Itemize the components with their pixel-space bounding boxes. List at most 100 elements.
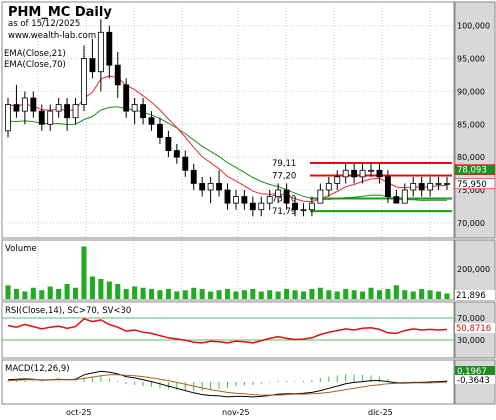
candle-body [89, 58, 96, 73]
volume-bar [5, 285, 11, 299]
price-tag: 75,950 [457, 180, 487, 190]
level-label: 77,20 [272, 172, 296, 182]
chart-title: PHM_MC Daily [8, 5, 112, 20]
candle-body [368, 169, 374, 172]
volume-bar [233, 291, 239, 299]
candle-body [334, 176, 341, 184]
candle-body [233, 196, 239, 204]
rsi-label: RSI(Close,14), SC>70, SV<30 [5, 306, 131, 316]
candle-body [21, 97, 28, 112]
volume-bar [368, 287, 374, 299]
level-label: 71,79 [272, 207, 296, 217]
candle-body [207, 183, 214, 191]
volume-bar [275, 291, 281, 299]
volume-bar [148, 289, 155, 299]
rsi-last-tag: 50,8716 [456, 324, 491, 334]
volume-bar [89, 276, 95, 299]
volume-bar [132, 286, 138, 299]
candle-body [258, 202, 265, 211]
volume-bar [393, 285, 399, 299]
candle-body [351, 169, 358, 178]
volume-tick: 200,000 [457, 265, 490, 274]
candle-body [55, 104, 62, 112]
volume-bar [73, 287, 79, 299]
candle-body [376, 169, 383, 178]
volume-bar [250, 289, 256, 299]
candle-body [435, 183, 442, 185]
price-tick: 95,000 [457, 55, 485, 64]
volume-bar [174, 291, 180, 299]
macd-signal-line [7, 374, 448, 396]
volume-bar [30, 287, 36, 299]
x-axis: oct-25 nov-25 dic-25 [66, 408, 393, 417]
candle-body [106, 31, 113, 66]
volume-bar [39, 290, 45, 299]
candle-body [123, 84, 130, 112]
volume-panel: Volume 200,000 21,896 [1, 239, 496, 301]
candle-body [199, 183, 206, 191]
price-tag-box [454, 164, 496, 175]
volume-bar [191, 287, 197, 299]
volume-bar [140, 287, 146, 299]
volume-bar [427, 290, 433, 299]
price-panel: 100,000 95,000 90,000 85,000 80,000 75,000 70,… [1, 1, 496, 239]
rsi-tick-70: 70,000 [457, 314, 485, 323]
rsi-panel: RSI(Close,14), SC>70, SV<30 70,000 30,00… [1, 301, 496, 359]
candle-body [317, 189, 324, 204]
volume-bar [47, 286, 53, 299]
x-label-dic: dic-25 [368, 408, 393, 417]
price-tick: 80,000 [457, 153, 485, 162]
ema-fast-label: EMA(Close,21) [4, 49, 66, 59]
candle-body [292, 202, 298, 211]
candle-body [47, 110, 54, 125]
level-label: 79,11 [272, 159, 296, 169]
candle-body [5, 104, 11, 132]
candle-body [64, 104, 71, 119]
candle-body [157, 123, 163, 138]
candle-body [401, 189, 408, 204]
volume-label: Volume [5, 244, 37, 254]
candle-body [165, 137, 172, 151]
volume-bar [258, 291, 264, 299]
candle-body [393, 196, 400, 204]
candle-body [182, 156, 189, 171]
volume-bar [343, 289, 349, 299]
candle-body [224, 189, 231, 204]
candle-body [216, 183, 222, 191]
candle-body [384, 176, 391, 197]
volume-bar [64, 284, 70, 299]
candle-body [131, 104, 138, 112]
x-label-nov: nov-25 [222, 408, 250, 417]
volume-bar [56, 289, 62, 299]
price-tick: 75,000 [457, 186, 485, 195]
volume-bar [182, 290, 188, 299]
candle-body [38, 110, 45, 125]
candle-body [359, 169, 366, 178]
candle-body [266, 196, 273, 204]
rsi-line [7, 317, 448, 344]
volume-bar [436, 291, 442, 299]
candle-body [249, 202, 256, 211]
candle-body [140, 104, 147, 119]
volume-bar [326, 290, 332, 299]
macd-tag-1: 0,1967 [457, 367, 487, 377]
candle-body [13, 104, 20, 112]
volume-bar [376, 290, 382, 299]
macd-line [7, 370, 448, 398]
x-label-oct: oct-25 [66, 408, 92, 417]
volume-bar [123, 289, 129, 299]
candle-body [148, 117, 155, 125]
ema-slow-label: EMA(Close,70) [4, 60, 66, 70]
price-tick: 85,000 [457, 120, 485, 129]
volume-bar [22, 291, 28, 299]
candle-body [97, 31, 104, 73]
volume-bar [360, 291, 366, 299]
candle-body [308, 202, 315, 211]
volume-bar [208, 291, 214, 299]
volume-last-tag: 21,896 [456, 291, 486, 301]
ema-70-line [7, 106, 448, 201]
candle-body [81, 58, 87, 105]
candle-body [190, 169, 197, 184]
volume-bar [309, 289, 315, 299]
